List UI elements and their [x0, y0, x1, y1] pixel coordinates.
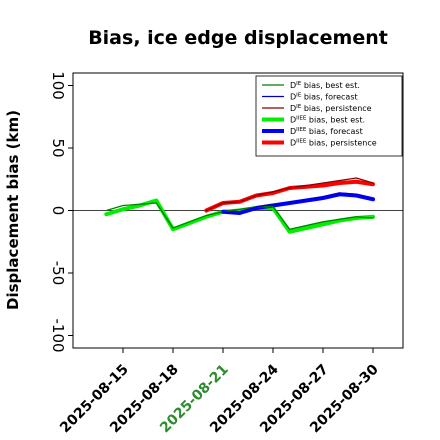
legend-entry: DIIEE bias, forecast: [290, 127, 363, 136]
y-tick-label: 100: [49, 71, 67, 100]
legend-entry: DIE bias, best est.: [290, 81, 360, 90]
y-tick-label: 0: [49, 206, 67, 216]
legend-entry: DIE bias, persistence: [290, 104, 372, 113]
legend-entry: DIIEE bias, persistence: [290, 139, 377, 148]
legend-entry: DIIEE bias, best est.: [290, 116, 365, 125]
series-line-2: [222, 192, 374, 214]
y-tick-label: -50: [49, 261, 67, 286]
series-line-3: [205, 177, 374, 212]
y-tick-label: 50: [49, 138, 67, 157]
chart-title: Bias, ice edge displacement: [88, 27, 388, 49]
series-line-1: [105, 202, 374, 230]
y-axis-label: Displacement bias (km): [4, 110, 22, 310]
legend: DIE bias, best est. DIE bias, forecast DIE…: [255, 75, 403, 157]
y-tick-label: -100: [49, 318, 67, 352]
series-line-4: [104, 198, 375, 234]
legend-entry: DIE bias, forecast: [290, 93, 358, 102]
